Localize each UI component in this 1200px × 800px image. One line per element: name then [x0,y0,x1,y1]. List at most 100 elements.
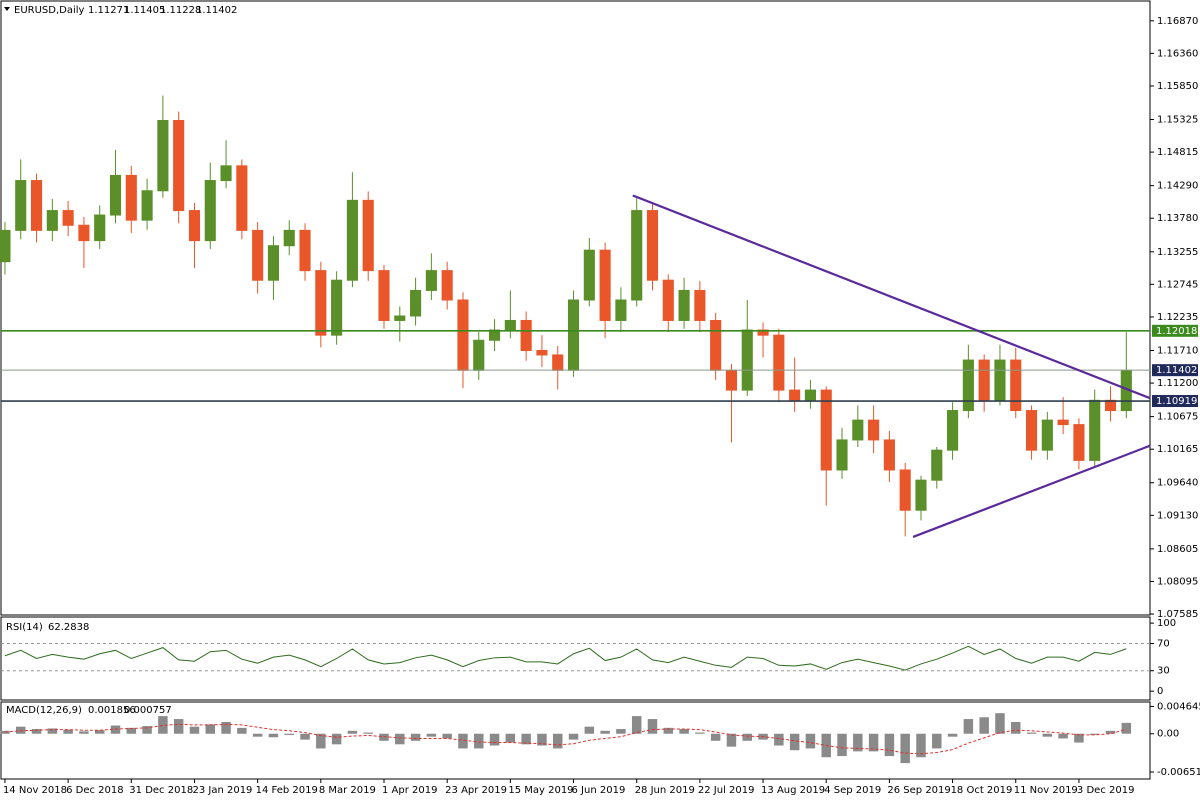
y-tick-label: 1.08605 [1157,544,1198,555]
candle-body [552,354,564,371]
y-tick-label: 1.11200 [1157,378,1198,389]
candle-body [204,180,216,242]
y-tick-label: -0.006511 [1157,767,1200,778]
candle-body [852,419,864,441]
price-label-bg [1152,324,1198,337]
candle-body [804,389,816,401]
candle-body [46,210,58,231]
macd-bar [616,729,626,734]
candle-body [220,165,232,182]
x-tick-label: 18 Oct 2019 [951,785,1013,796]
candle-body [836,439,848,471]
macd-bar [916,733,926,758]
x-tick-label: 4 Sep 2019 [824,785,881,796]
x-tick-label: 6 Jun 2019 [572,785,626,796]
y-tick-label: 1.11710 [1157,345,1198,356]
ohlc-open: 1.11271 [88,5,129,16]
y-tick-label: 70 [1157,639,1170,650]
y-tick-label: 1.14290 [1157,181,1198,192]
macd-current: 0.001856 [88,705,136,716]
candle-body [252,229,264,281]
candle-body [789,389,801,401]
signal-line [4,723,1127,755]
candle-body [1104,399,1117,412]
macd-bar [474,733,484,749]
macd-bar [395,733,405,745]
macd-bar [47,728,58,734]
candle-body [1025,410,1038,451]
candle-body [583,249,595,301]
candle-body [915,479,927,511]
x-tick-label: 31 Dec 2018 [129,785,193,796]
macd-bar [237,727,247,734]
macd-bar [189,726,200,734]
macd-bar [94,730,105,734]
macd-bar [442,733,452,739]
macd-bar [410,733,421,741]
candle-body [236,165,248,231]
rsi-current: 62.2838 [48,622,89,633]
y-tick-label: 1.10675 [1157,412,1198,423]
macd-bar [995,713,1005,734]
macd-bar [205,724,216,734]
y-tick-label: 30 [1157,666,1170,677]
ohlc-high: 1.11405 [124,5,165,16]
macd-bar [679,729,689,734]
y-tick-label: 1.12235 [1157,312,1198,323]
candle-body [1057,419,1069,426]
macd-bar [489,733,500,746]
macd-bar [710,733,721,741]
candle-body [820,389,832,471]
x-tick-label: 26 Sep 2019 [887,785,950,796]
y-tick-label: 0.00 [1157,729,1179,740]
y-tick-label: 1.16870 [1157,16,1198,27]
candle-body [457,299,469,371]
candle-body [567,299,580,371]
price-panel [0,0,1151,616]
ohlc-low: 1.11228 [160,5,201,16]
macd-bar [158,716,168,734]
y-tick-label: 1.07585 [1157,609,1198,620]
macd-bar [884,733,895,757]
x-tick-label: 15 May 2019 [508,785,573,796]
macd-bar [363,732,373,734]
candle-body [931,449,943,481]
y-tick-label: 1.12745 [1157,279,1198,290]
candle-body [1089,399,1101,461]
candle-body [994,359,1006,401]
candle-body [473,339,485,371]
candle-body [315,270,327,336]
rsi-panel [0,616,1151,701]
candle-body [62,210,74,226]
candle-body [78,224,90,242]
macd-bar [963,719,974,734]
macd-bar [126,727,137,734]
candle-body [267,245,279,281]
candle-body [425,270,437,291]
x-tick-label: 23 Jan 2019 [192,785,252,796]
candle-body [631,210,643,301]
price-label-bg [1152,364,1198,377]
price-label: 1.11402 [1156,365,1197,376]
candle-body [741,329,753,391]
macd-bar [347,730,358,734]
macd-bar [1089,733,1100,735]
rsi-title: RSI(14) [6,622,43,633]
candle-body [173,119,185,212]
y-tick-label: 1.13255 [1157,247,1198,258]
macd-bar [1042,733,1053,737]
macd-bar [1026,732,1037,734]
menu-icon[interactable] [4,7,10,11]
rsi-line [4,645,1127,671]
macd-bar [552,733,563,749]
y-tick-label: 0 [1157,686,1163,697]
candle-body [188,210,201,242]
candle-body [1041,419,1053,451]
macd-bar [31,729,42,734]
macd-bar [252,733,263,737]
macd-bar [647,719,658,734]
candle-body [346,199,358,281]
y-tick-label: 1.14815 [1157,147,1198,158]
candle-body [410,289,422,317]
